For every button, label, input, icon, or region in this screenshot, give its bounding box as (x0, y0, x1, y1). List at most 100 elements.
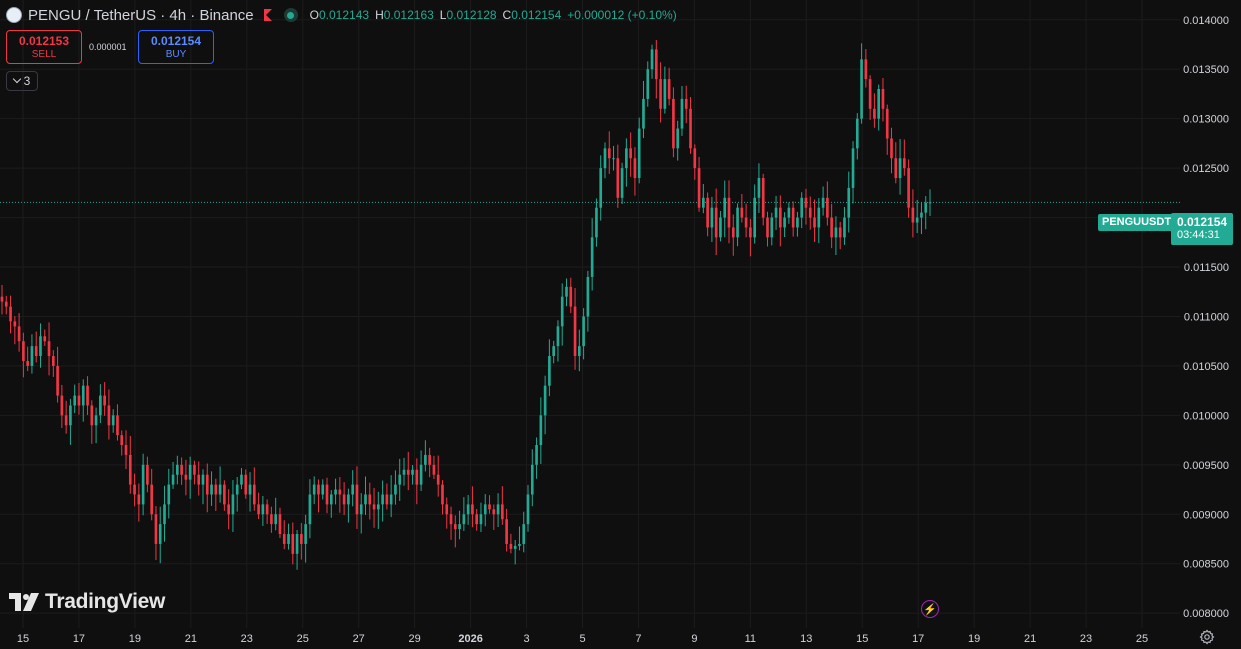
candle-body (650, 49, 654, 70)
candle-body (270, 514, 273, 525)
candle-body (603, 148, 607, 169)
candle-body (56, 365, 59, 396)
candle-body (34, 346, 38, 357)
candle-body (419, 464, 423, 485)
candle-body (300, 534, 303, 544)
high-key: H (375, 8, 384, 22)
candle-body (180, 464, 183, 475)
symbol-price-tag: PENGUUSDT (1098, 214, 1176, 231)
candle-body (9, 306, 12, 322)
candle-body (252, 484, 256, 505)
candle-body (548, 356, 551, 386)
candle-body (462, 514, 466, 525)
candle-body (111, 415, 115, 426)
candle-body (774, 207, 778, 218)
x-tick-label: 19 (968, 633, 980, 645)
price-axis[interactable]: 0.0145000.0140000.0135000.0130000.012500… (1183, 0, 1229, 620)
candle-body (22, 341, 25, 361)
candle-body (552, 346, 555, 357)
spread-value: 0.000001 (89, 42, 127, 52)
tradingview-wordmark: TradingView (45, 590, 166, 613)
candle-body (282, 534, 286, 544)
x-tick-label: 9 (691, 633, 697, 645)
candle-body (278, 514, 282, 535)
candle-body (0, 296, 4, 302)
candle-body (308, 494, 312, 525)
candle-body (257, 504, 260, 515)
candle-body (796, 217, 799, 228)
candle-body (116, 415, 119, 436)
x-tick-label: 13 (800, 633, 812, 645)
ohlc-values: O0.012143 H0.012163 L0.012128 C0.012154 … (310, 8, 677, 22)
candle-body (372, 504, 376, 510)
candle-body (881, 89, 885, 109)
candle-body (804, 197, 808, 208)
candle-body (274, 514, 278, 525)
candle-body (86, 385, 89, 406)
x-tick-label: 21 (1024, 633, 1036, 645)
candle-body (791, 207, 795, 228)
candle-body (265, 504, 269, 515)
candle-body (128, 454, 132, 485)
tradingview-logo[interactable]: TradingView (9, 590, 165, 614)
gear-icon[interactable] (1199, 629, 1215, 645)
candle-body (522, 524, 526, 544)
candle-body (723, 197, 727, 218)
x-tick-label: 15 (856, 633, 868, 645)
candle-body (513, 545, 517, 549)
x-tick-label: 25 (1136, 633, 1148, 645)
candle-body (830, 217, 833, 238)
x-tick-label: 5 (579, 633, 585, 645)
lightning-icon[interactable]: ⚡ (921, 600, 939, 618)
candle-body (43, 336, 47, 342)
candle-body (689, 108, 692, 149)
candle-body (821, 197, 825, 208)
x-tick-label: 17 (73, 633, 85, 645)
indicators-toggle-button[interactable]: 3 (6, 71, 38, 91)
sell-price: 0.012153 (18, 34, 70, 48)
buy-price: 0.012154 (150, 34, 202, 48)
candle-body (312, 484, 316, 495)
candle-body (47, 341, 51, 357)
candle-body (227, 504, 230, 515)
candle-body (69, 405, 72, 426)
candle-body (432, 464, 436, 475)
y-tick-label: 0.008500 (1183, 559, 1229, 571)
candle-body (26, 360, 29, 366)
market-open-icon[interactable] (283, 8, 298, 22)
flag-icon[interactable] (263, 9, 272, 21)
x-tick-label: 21 (185, 633, 197, 645)
candle-body (847, 187, 851, 218)
candle-body (167, 484, 171, 505)
candle-body (453, 524, 457, 530)
candle-body (248, 484, 252, 495)
candle-body (813, 217, 816, 228)
candle-body (505, 519, 508, 544)
candle-body (607, 148, 611, 159)
candle-body (903, 158, 906, 169)
candle-body (137, 494, 141, 505)
buy-button[interactable]: 0.012154 BUY (138, 30, 214, 64)
candle-body (911, 207, 915, 223)
candle-body (261, 504, 265, 515)
candle-body (218, 484, 222, 495)
x-tick-label: 2026 (458, 633, 482, 645)
time-axis[interactable]: 15 17 19 21 23 25 27 29 2026 3 5 7 9 11 13 15 17 19 21 23 25 (17, 633, 1148, 645)
candle-body (851, 148, 855, 188)
candle-body (620, 168, 624, 198)
candle-body (565, 286, 568, 297)
candle-body (761, 178, 765, 218)
x-tick-label: 23 (1080, 633, 1092, 645)
candle-body (338, 489, 342, 495)
low-value: 0.012128 (446, 8, 497, 22)
candle-body (458, 524, 461, 530)
candle-body (637, 128, 641, 179)
indicators-count: 3 (23, 74, 31, 88)
candle-body (569, 286, 573, 307)
candle-body (436, 474, 440, 485)
symbol-title[interactable]: PENGU / TetherUS · 4h · Binance (28, 6, 254, 24)
sell-button[interactable]: 0.012153 SELL (6, 30, 82, 64)
candle-body (582, 316, 585, 347)
candle-body (120, 435, 124, 446)
